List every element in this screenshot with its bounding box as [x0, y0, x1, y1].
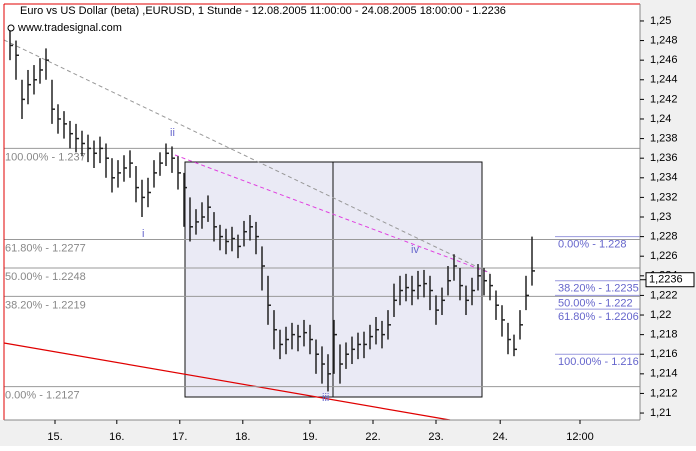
x-tick-label: 15. — [47, 431, 62, 443]
x-axis-panel — [0, 420, 696, 446]
trend-line — [3, 39, 491, 274]
y-tick-label: 1,246 — [650, 54, 678, 66]
y-tick-label: 1,226 — [650, 250, 678, 262]
y-tick-label: 1,25 — [650, 15, 671, 27]
trend-line — [174, 154, 491, 274]
y-tick-label: 1,22 — [650, 309, 671, 321]
fib-label: 50.00% - 1.2248 — [5, 271, 86, 283]
x-tick-label: 22. — [365, 431, 380, 443]
x-tick-label: 19. — [302, 431, 317, 443]
x-tick-label: 16. — [109, 431, 124, 443]
chart-subtitle: www.tradesignal.com — [17, 22, 122, 34]
y-tick-label: 1,244 — [650, 74, 678, 86]
y-tick-label: 1,234 — [650, 172, 678, 184]
chart-title: Euro vs US Dollar (beta) ,EURUSD, 1 Stun… — [20, 5, 506, 17]
x-tick-label: 24. — [493, 431, 508, 443]
y-tick-label: 1,236 — [650, 152, 678, 164]
wave-label: iv — [411, 244, 419, 256]
fib-label: 61.80% - 1.2277 — [5, 242, 86, 254]
current-price-label: 1,2236 — [649, 274, 683, 286]
y-axis-panel — [640, 0, 696, 446]
logo — [7, 24, 15, 32]
y-tick-label: 1,242 — [650, 93, 678, 105]
x-tick-label: 12:00 — [566, 431, 594, 443]
y-tick-label: 1,238 — [650, 132, 678, 144]
current-price-box — [645, 272, 695, 288]
y-tick-label: 1,21 — [650, 407, 671, 419]
y-tick-label: 1,212 — [650, 387, 678, 399]
y-tick-label: 1,222 — [650, 289, 678, 301]
wave-label: i — [142, 228, 144, 240]
y-tick-label: 1,24 — [650, 113, 671, 125]
trend-line — [3, 342, 451, 421]
x-tick-label: 18. — [235, 431, 250, 443]
y-tick-label: 1,248 — [650, 34, 678, 46]
fib-label: 38.20% - 1.2235 — [558, 283, 639, 295]
fib-label: 50.00% - 1.222 — [558, 297, 633, 309]
y-tick-label: 1,23 — [650, 211, 671, 223]
fib-label: 100.00% - 1.237 — [5, 151, 86, 163]
y-tick-label: 1,228 — [650, 231, 678, 243]
fib-label: 0.00% - 1.2127 — [5, 389, 80, 401]
x-tick-label: 17. — [172, 431, 187, 443]
fib-label: 100.00% - 1.216 — [558, 356, 639, 368]
fib-label: 61.80% - 1.2206 — [558, 311, 639, 323]
y-tick-label: 1,216 — [650, 348, 678, 360]
y-tick-label: 1,218 — [650, 329, 678, 341]
fib-label: 0.00% - 1.228 — [558, 239, 627, 251]
y-tick-label: 1,232 — [650, 191, 678, 203]
fib-label: 38.20% - 1.2219 — [5, 299, 86, 311]
x-tick-label: 23. — [428, 431, 443, 443]
wave-label: ii — [170, 127, 175, 139]
wave-label: iii — [322, 392, 329, 404]
y-tick-label: 1,214 — [650, 368, 678, 380]
